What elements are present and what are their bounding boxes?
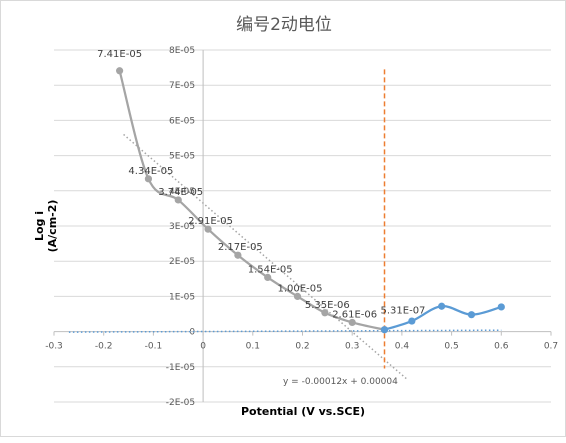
y-tick-label: 5E-05 [169,152,195,162]
y-tick-label: 0 [189,328,195,338]
data-label: 5.31E-07 [381,306,426,317]
series-1-point [321,309,329,317]
series-1-point [234,251,242,259]
series-2-point [380,326,389,334]
x-tick-label: 0.3 [345,342,359,352]
x-tick-label: -0.1 [145,342,163,352]
y-tick-label: 6E-05 [169,116,195,126]
gridlines [54,49,551,403]
y-tick-label: 7E-05 [169,81,195,91]
series-2-point [467,311,476,319]
y-tick-label: -2E-05 [166,398,195,408]
data-label: 4.34E-05 [128,166,173,177]
y-axis-unit: (A/cm-2) [46,200,59,253]
data-label: 2.91E-05 [188,216,233,227]
x-tick-label: -0.2 [95,342,113,352]
data-label: 5.35E-06 [305,300,350,311]
series-1-point [144,175,153,183]
y-tick-label: 8E-05 [169,46,195,56]
series-1-point [174,196,182,204]
series-2-point [438,302,446,310]
axes: -2E-05 -1E-05 0 1E-05 2E-05 3E-05 4E-05 5E-05 6E… [45,46,558,408]
x-tick-label: 0.7 [544,342,558,352]
data-label: 1.00E-05 [278,283,323,294]
chart-title: 编号2动电位 [236,15,332,35]
x-tick-label: 0.1 [246,342,260,352]
trendline-equation: y = -0.00012x + 0.00004 [283,377,398,387]
trendlines [68,69,502,380]
x-tick-label: -0.3 [45,342,63,352]
series-1-point [293,292,302,300]
series-line-1 [118,70,385,331]
y-axis-label: Log i [33,211,46,241]
y-tick-label: 3E-05 [169,222,195,232]
y-tick-label: -1E-05 [166,363,195,373]
series-1-point [264,273,272,281]
series-1-point [204,225,212,233]
x-tick-label: 0 [200,342,206,352]
series-layer [116,67,505,334]
y-tick-label: 4E-05 [169,187,195,197]
x-tick-label: 0.5 [444,342,458,352]
data-label: 7.41E-05 [97,49,142,60]
series-2-point [408,317,416,325]
x-tick-label: 0.2 [295,342,309,352]
data-label: 1.54E-05 [248,264,293,275]
series-1-point [116,67,124,75]
y-tick-label: 2E-05 [169,257,195,267]
data-labels: 7.41E-05 4.34E-05 3.74E-05 2.91E-05 2.17E-05… [97,49,425,321]
x-tick-label: 0.4 [395,342,410,352]
data-label: 3.74E-05 [158,187,203,198]
x-tick-label: 0.6 [494,342,509,352]
x-axis-label: Potential (V vs.SCE) [241,405,365,418]
trendline [68,329,502,333]
series-2-point [497,303,505,311]
data-label: 2.17E-05 [218,242,263,253]
data-label: 2.61E-06 [332,309,377,320]
series-1-point [348,318,356,327]
y-tick-label: 1E-05 [169,292,195,302]
